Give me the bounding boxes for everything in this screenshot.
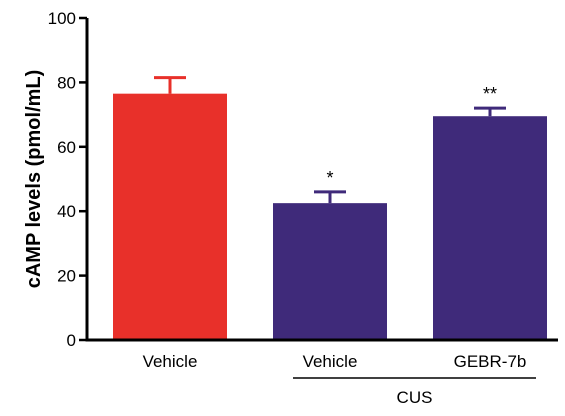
group-label: CUS bbox=[397, 388, 433, 407]
x-category-label: GEBR-7b bbox=[454, 352, 527, 371]
bar bbox=[273, 203, 387, 340]
x-category-label: Vehicle bbox=[303, 352, 358, 371]
bar bbox=[433, 116, 547, 341]
significance-marker: * bbox=[326, 168, 333, 188]
y-tick-label: 40 bbox=[57, 202, 76, 221]
y-tick-label: 20 bbox=[57, 267, 76, 286]
y-tick-label: 100 bbox=[48, 9, 76, 28]
significance-marker: ** bbox=[483, 84, 497, 104]
x-category-label: Vehicle bbox=[143, 352, 198, 371]
bar bbox=[113, 93, 227, 340]
y-tick-label: 60 bbox=[57, 138, 76, 157]
y-tick-label: 0 bbox=[67, 331, 76, 350]
y-tick-label: 80 bbox=[57, 73, 76, 92]
y-axis-title: cAMP levels (pmol/mL) bbox=[23, 70, 45, 289]
